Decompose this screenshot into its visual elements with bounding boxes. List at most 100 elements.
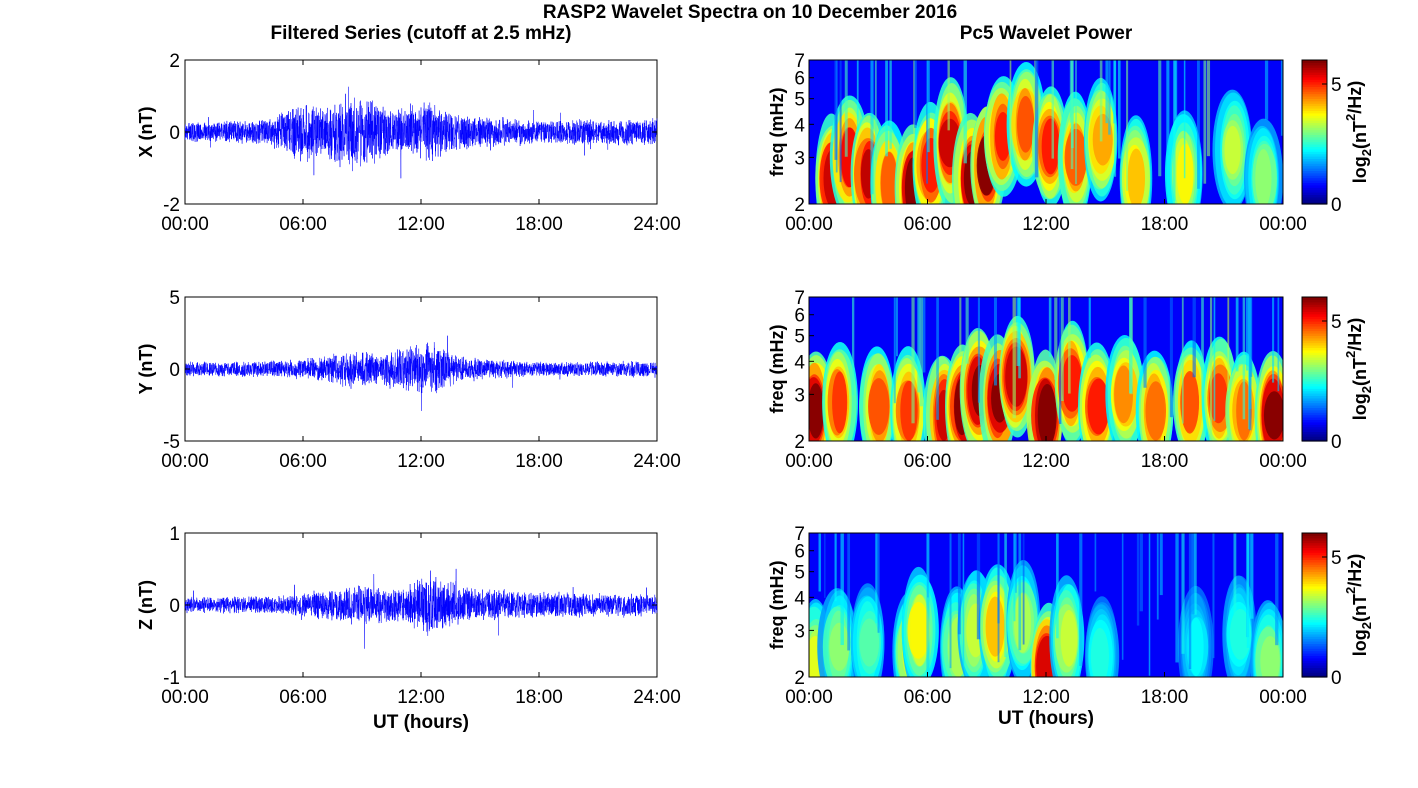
colorbar-swatch xyxy=(1302,361,1327,365)
y-series-xtick-label: 24:00 xyxy=(633,451,681,472)
colorbar-swatch xyxy=(1302,129,1327,133)
y-wavelet-hotspot xyxy=(1005,346,1028,407)
colorbar-swatch xyxy=(1302,187,1327,191)
y-series-xtick-label: 06:00 xyxy=(279,451,327,472)
colorbar-swatch xyxy=(1302,199,1327,203)
x-wavelet-ytick-label: 7 xyxy=(794,51,805,72)
z-wavelet-streak xyxy=(834,533,837,602)
colorbar-swatch xyxy=(1302,626,1327,630)
colorbar-swatch xyxy=(1302,328,1327,332)
x-wavelet-colorbar-box xyxy=(1301,59,1328,205)
x-wavelet-streak xyxy=(856,60,859,132)
colorbar-swatch xyxy=(1302,653,1327,656)
colorbar-swatch xyxy=(1302,81,1327,85)
z-wavelet-streak xyxy=(1013,533,1016,622)
colorbar-swatch xyxy=(1302,378,1327,382)
colorbar-swatch xyxy=(1302,321,1327,324)
z-wavelet-hotspot xyxy=(1229,608,1251,660)
colorbar-swatch xyxy=(1302,349,1327,353)
z-wavelet-hotspot xyxy=(1260,635,1280,677)
z-wavelet-streak xyxy=(877,533,880,633)
colorbar-swatch xyxy=(1302,165,1327,169)
colorbar-swatch xyxy=(1302,69,1327,73)
y-wavelet-colorbar-label: log2(nT2/Hz) xyxy=(1343,318,1374,420)
colorbar-swatch xyxy=(1302,409,1327,413)
colorbar-label-part: 2 xyxy=(1343,587,1358,594)
y-wavelet-hotspot xyxy=(1087,378,1110,435)
y-series-xtick-label: 00:00 xyxy=(161,451,209,472)
colorbar-swatch xyxy=(1302,62,1327,66)
colorbar-swatch xyxy=(1302,405,1327,408)
colorbar-swatch xyxy=(1302,359,1327,363)
z-wavelet-streak xyxy=(847,533,851,651)
colorbar-label-part: /Hz) xyxy=(1345,81,1365,114)
colorbar-swatch xyxy=(1302,593,1327,596)
y-wavelet-streak xyxy=(1246,297,1249,371)
y-wavelet-xtick-label: 06:00 xyxy=(904,451,952,472)
colorbar-swatch xyxy=(1302,619,1327,623)
y-wavelet-hotspot xyxy=(832,371,848,434)
x-wavelet-streak xyxy=(1158,60,1162,177)
colorbar-swatch xyxy=(1302,301,1327,305)
z-wavelet-streak xyxy=(1136,533,1140,626)
x-wavelet-streak xyxy=(1108,60,1111,135)
x-wavelet-streak xyxy=(1099,60,1103,142)
y-wavelet-streak xyxy=(1068,297,1071,394)
colorbar-swatch xyxy=(1302,189,1327,193)
colorbar-swatch xyxy=(1302,617,1327,620)
colorbar-swatch xyxy=(1302,645,1327,649)
x-wavelet-streak xyxy=(1173,60,1176,202)
colorbar-swatch xyxy=(1302,407,1327,411)
colorbar-swatch xyxy=(1302,421,1327,425)
x-wavelet-streak xyxy=(926,60,928,184)
x-wavelet-xtick-label: 00:00 xyxy=(1259,214,1307,235)
z-wavelet-streak xyxy=(1004,533,1007,658)
x-wavelet-hotspot xyxy=(1092,113,1113,166)
colorbar-label-part: log xyxy=(1350,156,1370,183)
x-wavelet-streak xyxy=(1075,60,1077,185)
colorbar-swatch xyxy=(1302,117,1327,121)
colorbar-swatch xyxy=(1302,395,1327,399)
colorbar-swatch xyxy=(1302,299,1327,303)
colorbar-swatch xyxy=(1302,304,1327,308)
colorbar-swatch xyxy=(1302,134,1327,138)
x-series-ytick-label: 2 xyxy=(169,51,180,72)
colorbar-swatch xyxy=(1302,100,1327,104)
z-wavelet-ylabel: freq (mHz) xyxy=(767,560,787,649)
colorbar-swatch xyxy=(1302,373,1327,377)
left-column-title: Filtered Series (cutoff at 2.5 mHz) xyxy=(271,23,572,44)
x-series-line xyxy=(184,86,658,179)
x-wavelet-streak xyxy=(1113,60,1116,124)
y-wavelet-hotspot xyxy=(900,380,918,441)
colorbar-swatch xyxy=(1302,542,1327,546)
colorbar-swatch xyxy=(1302,426,1327,430)
z-wavelet-colorbar-tick: 0 xyxy=(1331,668,1342,689)
x-wavelet-streak xyxy=(834,60,838,160)
y-wavelet-streak xyxy=(1235,297,1239,372)
colorbar-swatch xyxy=(1302,323,1327,327)
z-wavelet-xtick-label: 00:00 xyxy=(1259,687,1307,708)
colorbar-label-part: 2 xyxy=(1359,149,1374,156)
z-wavelet-ytick-label: 5 xyxy=(794,563,805,584)
colorbar-swatch xyxy=(1302,182,1327,186)
colorbar-swatch xyxy=(1302,158,1327,162)
colorbar-swatch xyxy=(1302,564,1327,568)
colorbar-swatch xyxy=(1302,124,1327,128)
colorbar-swatch xyxy=(1302,393,1327,396)
y-series-ytick-label: 5 xyxy=(169,288,180,309)
x-wavelet-ytick-label: 4 xyxy=(794,115,805,136)
y-wavelet-streak xyxy=(1016,297,1020,367)
figure-title: RASP2 Wavelet Spectra on 10 December 201… xyxy=(543,2,957,23)
y-wavelet-hotspot xyxy=(1263,391,1283,440)
x-wavelet-streak xyxy=(1009,60,1012,173)
z-wavelet-streak xyxy=(840,533,844,646)
x-wavelet-hotspot xyxy=(1224,125,1241,175)
colorbar-swatch xyxy=(1302,657,1327,661)
colorbar-swatch xyxy=(1302,569,1327,572)
z-series-ylabel: Z (nT) xyxy=(136,580,156,630)
x-wavelet-hotspot xyxy=(880,151,898,204)
colorbar-swatch xyxy=(1302,196,1327,200)
